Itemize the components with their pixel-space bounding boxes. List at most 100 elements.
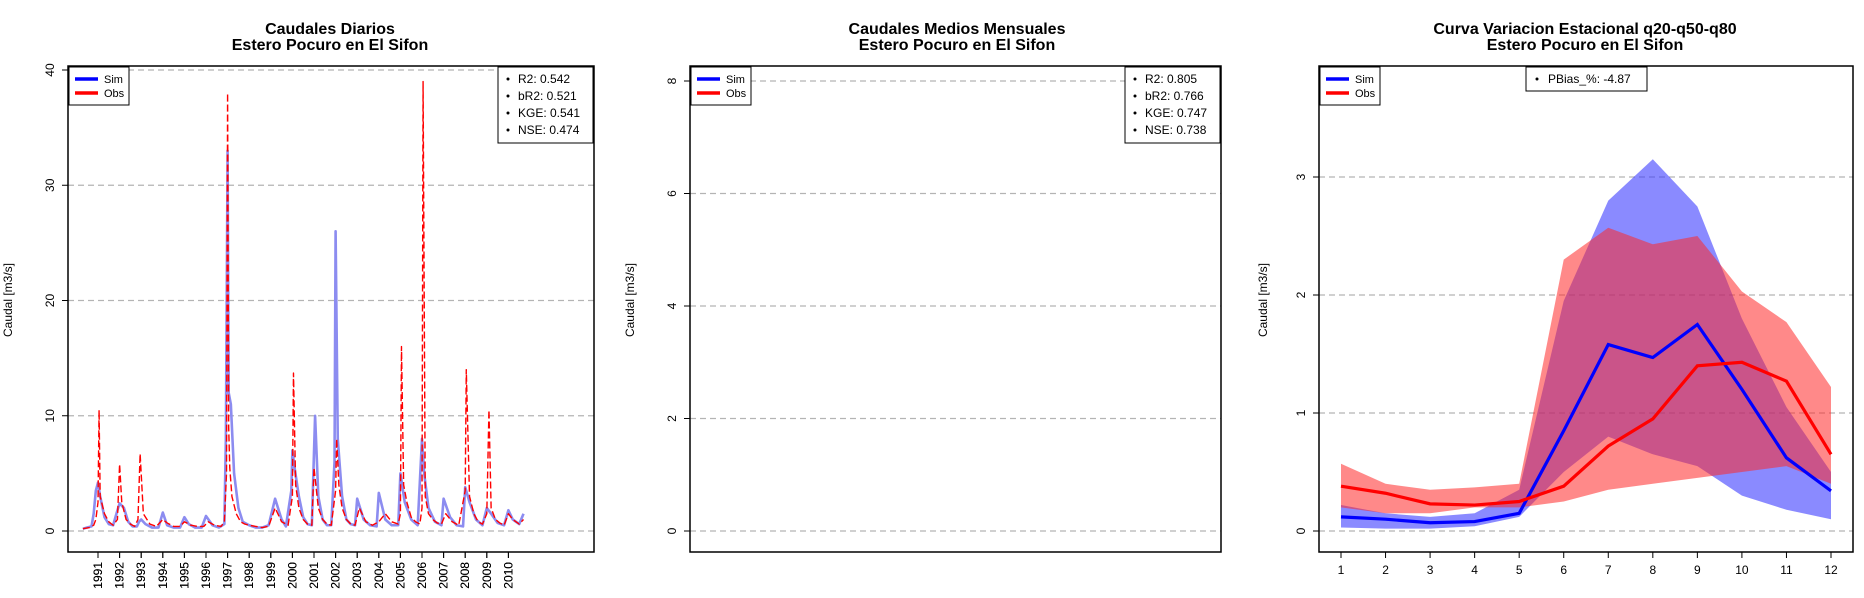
plot-area — [690, 66, 1221, 552]
x-tick-label: 12 — [1824, 563, 1838, 577]
x-tick-label: 1999 — [264, 562, 278, 589]
y-tick-label: 8 — [665, 77, 679, 84]
x-tick-label: 1995 — [177, 562, 191, 589]
x-tick-label: 2010 — [501, 562, 515, 589]
legend-label-sim: Sim — [104, 74, 123, 86]
x-tick-label: 2005 — [393, 562, 407, 589]
plot-area — [68, 66, 594, 552]
x-tick-label: 1993 — [134, 562, 148, 589]
stats-item: KGE: 0.747 — [1145, 106, 1207, 120]
y-tick-label: 6 — [665, 190, 679, 197]
x-tick-label: 1998 — [242, 562, 256, 589]
stats-bullet — [1133, 94, 1137, 98]
x-tick-label: 1997 — [221, 562, 235, 589]
y-tick-label: 0 — [665, 527, 679, 534]
x-tick-label: 1999 — [264, 562, 278, 589]
x-tick-label: 1992 — [113, 562, 127, 589]
x-tick-label: 1992 — [113, 562, 127, 589]
x-tick-label: 7 — [1605, 563, 1612, 577]
stats-bullet — [1535, 77, 1539, 81]
y-axis-label: Caudal [m3/s] — [623, 263, 637, 337]
y-tick-label: 2 — [1294, 291, 1308, 298]
legend-label-sim: Sim — [1355, 74, 1374, 86]
x-tick-label: 2004 — [372, 562, 386, 589]
x-tick-label: 2005 — [393, 562, 407, 589]
x-tick-label: 2010 — [501, 562, 515, 589]
stats-item: bR2: 0.521 — [518, 89, 577, 103]
series-line-sim — [82, 149, 525, 530]
stats-bullet — [506, 77, 510, 81]
x-tick-label: 2001 — [307, 562, 321, 589]
x-tick-label: 2 — [1382, 563, 1389, 577]
chart-title: Caudales Medios Mensuales — [849, 21, 1066, 38]
stats-item: NSE: 0.738 — [1145, 123, 1207, 137]
y-tick-label: 40 — [43, 63, 57, 77]
x-tick-label: 1991 — [91, 562, 105, 589]
stats-frame — [1124, 66, 1221, 144]
x-tick-label: 2002 — [329, 562, 343, 589]
chart-subtitle: Estero Pocuro en El Sifon — [859, 37, 1055, 54]
x-tick-label: 1994 — [156, 562, 170, 589]
series-line-obs — [82, 80, 525, 530]
x-tick-label: 1996 — [199, 562, 213, 589]
x-tick-label: 10 — [1735, 563, 1749, 577]
x-tick-label: 1996 — [199, 562, 213, 589]
y-tick-label: 30 — [43, 178, 57, 192]
chart-subtitle: Estero Pocuro en El Sifon — [232, 37, 428, 54]
x-tick-label: 2006 — [415, 562, 429, 589]
x-tick-label: 1997 — [221, 562, 235, 589]
stats-bullet — [506, 94, 510, 98]
x-tick-label: 1995 — [177, 562, 191, 589]
x-tick-label: 2001 — [307, 562, 321, 589]
plot-frame — [67, 65, 595, 553]
legend-label-obs: Obs — [104, 88, 125, 100]
x-tick-label: 2000 — [285, 562, 299, 589]
x-tick-label: 2006 — [415, 562, 429, 589]
x-tick-label: 2009 — [480, 562, 494, 589]
x-tick-label: 11 — [1780, 563, 1793, 577]
x-tick-label: 2004 — [372, 562, 386, 589]
stats-bullet — [506, 111, 510, 115]
x-tick-label: 6 — [1560, 563, 1567, 577]
chart-subtitle: Estero Pocuro en El Sifon — [1487, 37, 1683, 54]
y-tick-label: 2 — [665, 415, 679, 422]
stats-item: KGE: 0.541 — [518, 106, 580, 120]
chart-title: Caudales Diarios — [265, 21, 395, 38]
y-tick-label: 1 — [1294, 409, 1308, 416]
median-line-sim — [1340, 322, 1832, 525]
plot-frame — [689, 65, 1222, 553]
legend-box — [690, 66, 752, 106]
legend: Sim Obs — [68, 66, 130, 106]
x-tick-label: 2003 — [350, 562, 364, 589]
chart-title: Curva Variacion Estacional q20-q50-q80 — [1433, 21, 1736, 38]
x-tick-label: 5 — [1516, 563, 1523, 577]
x-tick-label: 1998 — [242, 562, 256, 589]
plot-layer — [1340, 159, 1833, 529]
x-tick-label: 2008 — [458, 562, 472, 589]
x-tick-label: 1993 — [134, 562, 148, 589]
stats-item: NSE: 0.474 — [518, 123, 580, 137]
y-tick-label: 4 — [665, 302, 679, 309]
plot-layer — [82, 80, 525, 530]
legend-label-sim: Sim — [726, 74, 745, 86]
y-axis-label: Caudal [m3/s] — [1256, 263, 1270, 337]
legend-box — [1319, 66, 1381, 106]
legend-label-obs: Obs — [726, 88, 747, 100]
x-tick-label: 2008 — [458, 562, 472, 589]
stats-item: bR2: 0.766 — [1145, 89, 1204, 103]
x-tick-label: 2002 — [329, 562, 343, 589]
x-tick-label: 3 — [1427, 563, 1434, 577]
x-tick-label: 1 — [1338, 563, 1345, 577]
stats-bullet — [1133, 111, 1137, 115]
stats-bullet — [1133, 77, 1137, 81]
legend-label-obs: Obs — [1355, 88, 1376, 100]
x-tick-label: 2009 — [480, 562, 494, 589]
x-tick-label: 9 — [1694, 563, 1701, 577]
y-axis-label: Caudal [m3/s] — [1, 263, 15, 337]
x-tick-label: 2007 — [437, 562, 451, 589]
plot-frame — [1318, 65, 1854, 553]
stats-bullet — [1133, 128, 1137, 132]
legend-box — [68, 66, 130, 106]
x-tick-label: 1994 — [156, 562, 170, 589]
